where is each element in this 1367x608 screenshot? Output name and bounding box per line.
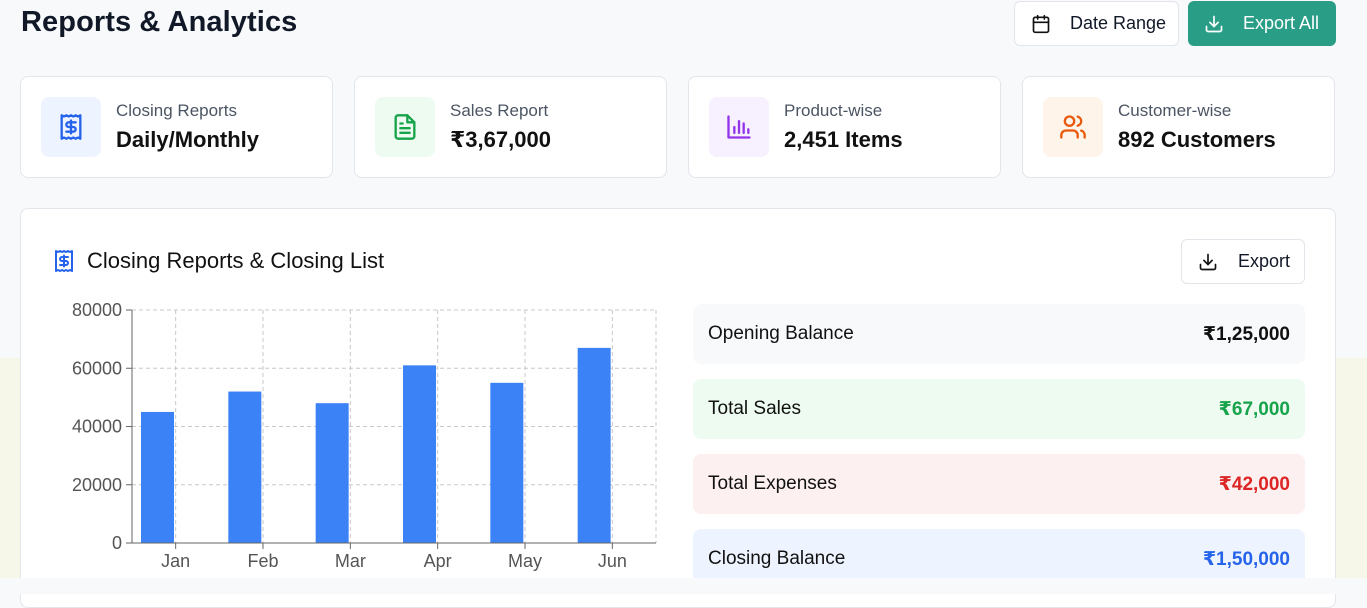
card-label: Customer-wise xyxy=(1118,101,1232,120)
card-label: Product-wise xyxy=(784,101,883,120)
card-value: 2,451 Items xyxy=(784,127,903,152)
export-button[interactable]: Export xyxy=(1181,239,1305,284)
card-icon-box xyxy=(709,97,769,157)
balance-row-opening: Opening Balance ₹1,25,000 xyxy=(693,304,1305,364)
date-range-button[interactable]: Date Range xyxy=(1014,1,1179,46)
balance-value: ₹1,25,000 xyxy=(1202,323,1290,345)
card-label: Closing Reports xyxy=(116,101,237,120)
balance-label: Closing Balance xyxy=(708,548,846,569)
balance-label: Total Sales xyxy=(708,398,801,419)
download-icon xyxy=(1199,253,1217,270)
calendar-icon xyxy=(1032,14,1050,33)
date-range-label: Date Range xyxy=(1070,13,1167,33)
balance-value: ₹1,50,000 xyxy=(1202,548,1290,570)
card-icon-box xyxy=(375,97,435,157)
panel-title: Closing Reports & Closing List xyxy=(87,248,385,273)
card-value: 892 Customers xyxy=(1118,127,1276,152)
bar-feb xyxy=(228,391,262,543)
y-tick-label: 60000 xyxy=(72,358,122,378)
bar-chart-icon xyxy=(727,115,751,139)
bar-jun xyxy=(577,347,611,543)
balance-label: Opening Balance xyxy=(708,323,854,344)
download-icon xyxy=(1205,15,1223,32)
x-tick-label: May xyxy=(508,551,542,571)
card-value: ₹3,67,000 xyxy=(450,127,551,152)
balance-value: ₹67,000 xyxy=(1218,398,1290,420)
bar-apr xyxy=(403,365,436,543)
file-text-icon xyxy=(394,114,416,140)
bottom-strip xyxy=(0,578,1367,594)
x-tick-label: Jan xyxy=(161,551,190,571)
export-all-button[interactable]: Export All xyxy=(1188,1,1336,46)
bar-jan xyxy=(141,411,174,543)
balance-row-total-expenses: Total Expenses ₹42,000 xyxy=(693,454,1305,514)
card-closing-reports[interactable]: Closing Reports Daily/Monthly xyxy=(20,76,333,178)
x-tick-label: Mar xyxy=(335,551,366,571)
card-sales-report[interactable]: Sales Report ₹3,67,000 xyxy=(354,76,667,178)
balance-row-total-sales: Total Sales ₹67,000 xyxy=(693,379,1305,439)
card-icon-box xyxy=(41,97,101,157)
card-value: Daily/Monthly xyxy=(116,127,260,152)
receipt-icon xyxy=(60,114,82,140)
x-tick-label: Jun xyxy=(598,551,627,571)
x-tick-label: Apr xyxy=(424,551,452,571)
receipt-icon xyxy=(55,250,73,272)
balance-value: ₹42,000 xyxy=(1218,473,1290,495)
card-label: Sales Report xyxy=(450,101,549,120)
panel-header: Closing Reports & Closing List xyxy=(52,248,384,274)
y-tick-label: 40000 xyxy=(72,417,122,437)
bar-may xyxy=(490,382,524,543)
bar-mar xyxy=(315,403,349,543)
card-customer-wise[interactable]: Customer-wise 892 Customers xyxy=(1022,76,1335,178)
card-icon-box xyxy=(1043,97,1103,157)
balance-label: Total Expenses xyxy=(708,473,837,494)
export-label: Export xyxy=(1238,251,1291,271)
x-tick-label: Feb xyxy=(247,551,278,571)
users-icon xyxy=(1060,115,1086,139)
card-product-wise[interactable]: Product-wise 2,451 Items xyxy=(688,76,1001,178)
export-all-label: Export All xyxy=(1243,13,1320,33)
y-tick-label: 0 xyxy=(112,533,122,553)
y-tick-label: 20000 xyxy=(72,475,122,495)
y-tick-label: 80000 xyxy=(72,300,122,320)
closing-bar-chart: 0 20000 40000 60000 80000 Jan Feb Mar Apr May Jun xyxy=(72,300,657,571)
page-title: Reports & Analytics xyxy=(21,6,298,38)
